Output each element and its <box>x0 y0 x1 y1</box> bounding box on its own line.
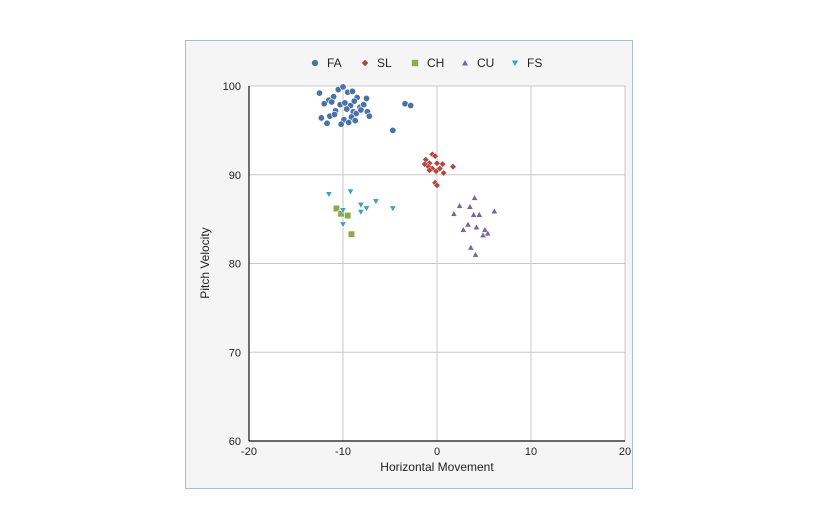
data-point <box>351 117 359 125</box>
data-point <box>472 223 481 230</box>
y-tick-label: 60 <box>229 436 241 448</box>
data-point <box>350 97 358 105</box>
data-point <box>317 114 325 122</box>
legend-item-sl[interactable]: SL <box>361 56 393 70</box>
data-point <box>320 100 328 108</box>
data-point <box>339 207 347 214</box>
data-point <box>433 181 441 189</box>
data-point <box>440 169 448 177</box>
data-point <box>337 120 345 128</box>
data-point <box>389 205 397 213</box>
data-point <box>357 209 365 216</box>
data-point <box>481 226 489 233</box>
data-point <box>449 163 457 171</box>
data-point <box>433 159 441 167</box>
data-point <box>431 152 439 160</box>
data-point <box>484 229 492 237</box>
series-fa <box>315 83 415 134</box>
data-point <box>357 106 365 114</box>
data-point <box>470 194 479 201</box>
y-tick-label: 90 <box>229 170 241 182</box>
data-point <box>467 243 475 251</box>
data-point <box>470 210 478 218</box>
axes: -20 -10 0 10 20 60 70 80 90 100 <box>223 81 631 458</box>
x-tick-label: 20 <box>619 446 631 458</box>
triangle-up-marker-icon <box>461 58 469 67</box>
data-point <box>339 221 347 229</box>
data-point <box>348 87 356 95</box>
x-axis-label: Horizontal Movement <box>380 460 494 474</box>
series-sl <box>421 150 457 189</box>
legend: FA SL CH CU FS <box>311 56 543 70</box>
series-fs <box>325 188 397 229</box>
data-point <box>459 226 467 233</box>
circle-marker-icon <box>311 59 319 67</box>
data-point <box>360 101 368 109</box>
legend-label: CH <box>427 56 444 70</box>
data-point <box>357 202 365 209</box>
data-point <box>439 160 447 168</box>
y-axis-label: Pitch Velocity <box>198 227 212 298</box>
data-point <box>455 202 464 209</box>
data-point <box>466 202 474 210</box>
data-point <box>389 126 397 134</box>
data-point <box>344 212 352 220</box>
y-tick-label: 100 <box>223 81 241 93</box>
x-tick-label: 10 <box>525 446 537 458</box>
data-point <box>407 102 415 110</box>
legend-item-ch[interactable]: CH <box>411 56 445 70</box>
data-point <box>332 205 340 212</box>
data-point <box>315 89 323 97</box>
data-point <box>471 250 480 258</box>
diamond-marker-icon <box>361 59 369 67</box>
data-point <box>450 210 458 217</box>
data-point <box>475 210 483 218</box>
data-point <box>343 105 351 113</box>
data-point <box>362 205 371 213</box>
data-point <box>372 198 380 206</box>
data-point <box>339 83 347 91</box>
data-point <box>325 191 333 198</box>
legend-item-cu[interactable]: CU <box>461 56 495 70</box>
gridlines <box>249 85 626 441</box>
legend-label: FA <box>327 56 342 70</box>
legend-label: FS <box>527 56 542 70</box>
data-point <box>365 112 373 120</box>
data-point <box>432 167 440 175</box>
legend-item-fa[interactable]: FA <box>311 56 342 70</box>
y-tick-label: 70 <box>229 347 241 359</box>
triangle-down-marker-icon <box>511 59 519 68</box>
data-point <box>352 110 360 118</box>
x-tick-label: -20 <box>241 446 257 458</box>
x-tick-label: 0 <box>434 446 440 458</box>
legend-label: SL <box>377 56 392 70</box>
data-point <box>323 119 331 127</box>
data-point <box>425 166 434 174</box>
data-point <box>464 220 472 228</box>
data-point <box>362 94 370 102</box>
legend-item-fs[interactable]: FS <box>511 56 543 70</box>
data-point <box>348 230 355 238</box>
data-points <box>315 83 498 258</box>
series-cu <box>450 194 498 258</box>
legend-label: CU <box>477 56 494 70</box>
square-marker-icon <box>411 59 419 67</box>
data-point <box>346 188 355 196</box>
data-point <box>345 118 353 126</box>
x-tick-label: -10 <box>335 446 351 458</box>
series-ch <box>332 205 355 238</box>
data-point <box>328 98 336 106</box>
data-point <box>490 207 498 214</box>
data-point <box>341 99 349 107</box>
y-tick-label: 80 <box>229 259 241 271</box>
data-point <box>479 231 487 238</box>
data-point <box>331 110 339 118</box>
